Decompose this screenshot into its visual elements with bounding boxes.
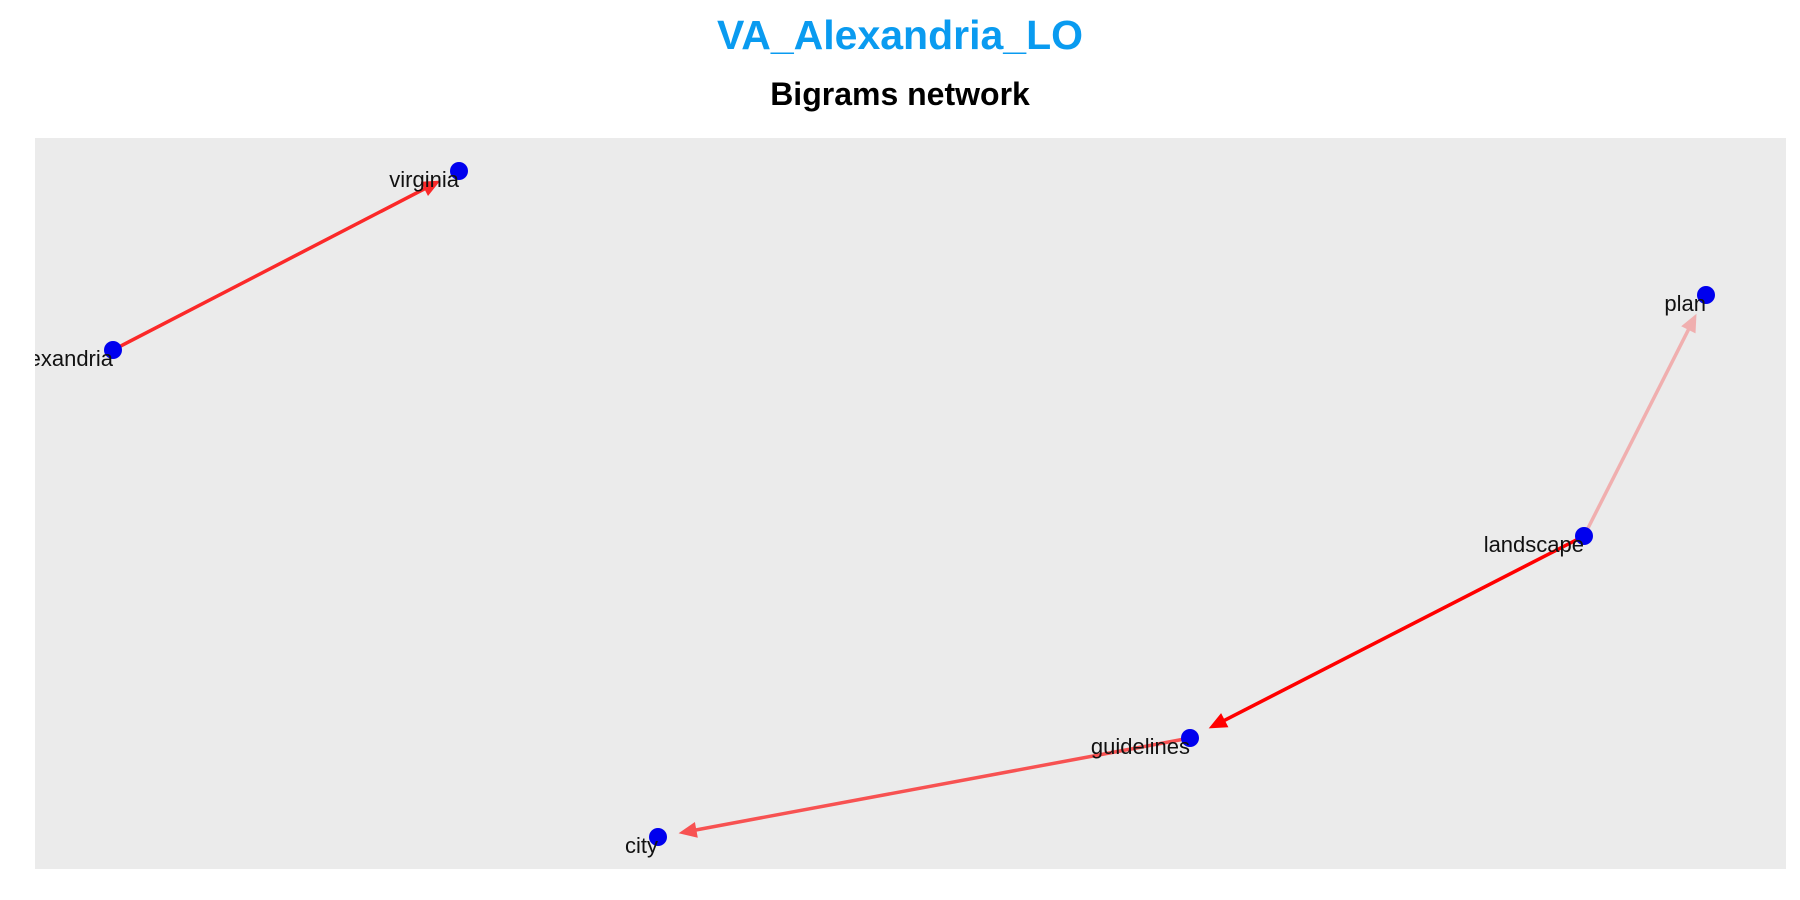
edge-alexandria-virginia (112, 180, 441, 352)
edge-line (692, 736, 1191, 833)
edge-arrowhead (420, 180, 441, 196)
node-alexandria (104, 341, 122, 359)
node-virginia (450, 162, 468, 180)
edge-arrowhead (1681, 313, 1697, 334)
edge-landscape-guidelines (1208, 534, 1585, 729)
edge-line (1582, 325, 1692, 537)
edge-line (1220, 534, 1585, 724)
node-plan (1697, 286, 1715, 304)
node-label-plan: plan (1664, 291, 1706, 316)
edge-line (112, 185, 429, 352)
edge-guidelines-city (678, 736, 1191, 838)
edge-arrowhead (1208, 713, 1229, 729)
node-guidelines (1181, 729, 1199, 747)
chart-title: VA_Alexandria_LO (716, 12, 1084, 58)
node-label-virginia: virginia (389, 167, 459, 192)
node-city (649, 828, 667, 846)
node-label-guidelines: guidelines (1091, 734, 1190, 759)
node-label-city: city (625, 833, 658, 858)
plot-panel (35, 138, 1786, 869)
edge-arrowhead (678, 822, 698, 838)
edge-landscape-plan (1582, 313, 1697, 537)
chart-subtitle: Bigrams network (770, 76, 1030, 112)
node-landscape (1575, 527, 1593, 545)
node-label-landscape: landscape (1484, 532, 1584, 557)
node-label-alexandria: alexandria (11, 346, 113, 371)
